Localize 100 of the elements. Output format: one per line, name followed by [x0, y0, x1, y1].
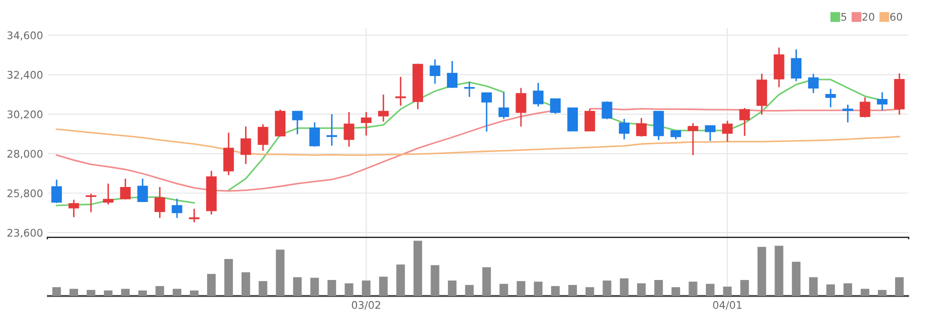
candlestick — [602, 100, 612, 120]
candlestick — [120, 178, 131, 200]
candlestick — [825, 88, 836, 108]
bar — [190, 290, 198, 296]
bar — [86, 290, 96, 296]
bar — [620, 278, 628, 296]
candlestick — [86, 192, 96, 213]
bar — [207, 274, 216, 296]
bar — [379, 276, 388, 296]
legend-label: 20 — [862, 12, 874, 21]
bar — [723, 286, 732, 296]
bar — [551, 286, 560, 296]
bar — [534, 282, 542, 296]
candlestick — [292, 110, 303, 135]
candlestick — [532, 82, 544, 108]
bar — [138, 290, 147, 296]
candlestick — [360, 111, 372, 136]
bar — [688, 282, 698, 296]
bar — [637, 283, 646, 296]
bar — [121, 288, 130, 296]
bar — [293, 277, 302, 296]
candlestick — [430, 58, 440, 85]
candlestick — [154, 186, 166, 219]
bar — [224, 258, 233, 296]
candlestick — [722, 120, 733, 142]
candlestick — [860, 96, 870, 118]
bar — [414, 240, 422, 296]
bar — [500, 284, 508, 296]
bar — [258, 281, 268, 296]
candlestick — [51, 178, 62, 204]
bar — [844, 283, 852, 296]
candlestick — [876, 92, 888, 112]
bar — [516, 281, 526, 296]
candlestick — [223, 132, 234, 176]
x-tick-label: 03/02 — [352, 301, 380, 310]
bar — [104, 290, 112, 296]
candlestick — [240, 126, 252, 165]
x-tick-label: 04/01 — [713, 301, 742, 310]
bar — [568, 284, 577, 296]
bar — [586, 287, 594, 296]
candlestick — [739, 107, 750, 137]
candlestick — [498, 92, 510, 120]
y-tick-label: 28,000 — [7, 150, 42, 159]
candlestick — [808, 73, 819, 94]
bar — [362, 280, 370, 296]
bar — [740, 280, 749, 296]
bar — [70, 288, 78, 296]
candlestick — [636, 117, 647, 138]
bar — [482, 267, 491, 296]
candlestick — [102, 182, 114, 206]
bar — [310, 278, 319, 296]
candlestick — [68, 199, 80, 218]
candlestick — [326, 113, 338, 146]
y-tick-label: 30,200 — [7, 110, 42, 120]
bar — [430, 265, 440, 296]
candlestick — [172, 198, 182, 219]
candlestick — [344, 111, 354, 148]
candlestick — [550, 98, 561, 114]
y-tick-label: 23,600 — [7, 228, 42, 238]
bar — [602, 280, 612, 296]
y-tick-label: 32,400 — [7, 70, 42, 80]
candlestick — [790, 48, 802, 82]
candlestick — [309, 122, 320, 148]
bar — [276, 250, 284, 296]
candlestick — [516, 87, 526, 128]
candlestick — [137, 178, 148, 203]
candlestick — [584, 108, 596, 132]
bar — [396, 264, 405, 296]
legend-label: 60 — [890, 12, 902, 21]
bar — [672, 287, 680, 296]
bar — [774, 246, 784, 296]
bar — [706, 284, 714, 296]
bar — [52, 287, 61, 296]
bar — [344, 283, 354, 296]
bar — [156, 286, 164, 296]
candlestick — [258, 124, 268, 152]
bar — [328, 280, 336, 296]
bar — [895, 277, 904, 296]
bar — [826, 284, 835, 296]
candlestick — [842, 104, 854, 124]
bar — [448, 280, 456, 296]
bar — [758, 246, 766, 296]
y-tick-label: 25,800 — [7, 189, 42, 198]
candlestick — [688, 122, 698, 156]
candlestick — [378, 94, 389, 122]
candlestick — [567, 107, 578, 132]
candlestick — [446, 60, 458, 89]
bar — [809, 277, 818, 296]
legend-label: 5 — [841, 13, 846, 21]
y-tick-label: 34,600 — [7, 31, 42, 40]
bar — [654, 280, 663, 296]
bar — [860, 288, 870, 296]
bar — [878, 290, 886, 296]
bar — [465, 284, 474, 296]
candlestick — [481, 92, 492, 132]
candlestick — [774, 46, 784, 88]
candlestick — [464, 81, 475, 98]
bar — [172, 288, 182, 296]
candlestick — [704, 125, 716, 142]
bar — [792, 262, 800, 296]
